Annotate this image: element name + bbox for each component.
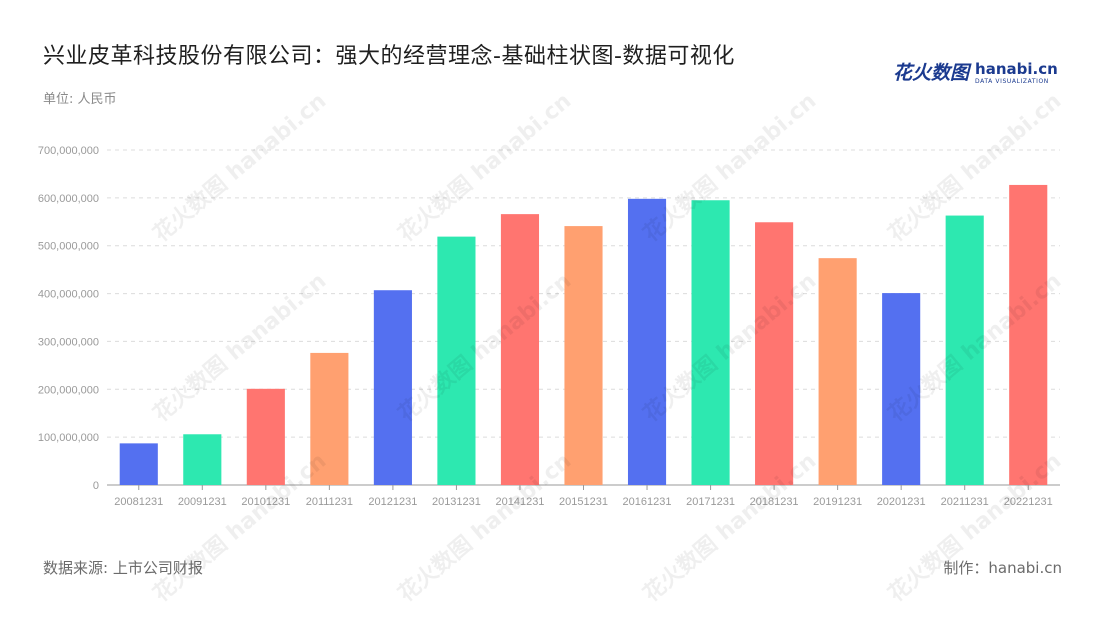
x-tick-label: 20141231 xyxy=(495,496,544,508)
logo-cn-text: 花火数图 xyxy=(893,62,970,84)
brand-logo: 花火数图 hanabi.cn DATA VISUALIZATION xyxy=(893,58,1058,85)
x-tick-label: 20151231 xyxy=(559,496,608,508)
logo-en-block: hanabi.cn DATA VISUALIZATION xyxy=(975,62,1058,85)
y-tick-label: 500,000,000 xyxy=(38,241,99,253)
chart-title: 兴业皮革科技股份有限公司：强大的经营理念-基础柱状图-数据可视化 xyxy=(43,44,735,69)
bar xyxy=(310,352,349,485)
bar xyxy=(882,293,921,485)
x-tick-label: 20111231 xyxy=(306,496,353,508)
bar xyxy=(119,443,158,485)
x-tick-label: 20101231 xyxy=(241,496,290,508)
bar xyxy=(818,258,857,485)
y-tick-label: 600,000,000 xyxy=(38,193,99,205)
x-tick-label: 20201231 xyxy=(877,496,926,508)
bar xyxy=(755,222,794,485)
x-tick-label: 20081231 xyxy=(114,496,163,508)
x-tick-label: 20171231 xyxy=(686,496,735,508)
y-tick-label: 400,000,000 xyxy=(38,289,99,301)
credit-label: 制作：hanabi.cn xyxy=(943,559,1062,577)
bar xyxy=(564,226,603,486)
y-tick-label: 200,000,000 xyxy=(38,384,99,396)
bar xyxy=(1009,184,1048,485)
y-tick-label: 0 xyxy=(93,480,99,492)
x-tick-label: 20211231 xyxy=(941,496,989,508)
x-tick-label: 20091231 xyxy=(178,496,227,508)
x-tick-label: 20181231 xyxy=(750,496,799,508)
logo-en-subtext: DATA VISUALIZATION xyxy=(975,78,1049,85)
bar xyxy=(945,215,984,486)
unit-label: 单位: 人民币 xyxy=(43,92,117,107)
bar xyxy=(500,214,540,485)
x-tick-label: 20221231 xyxy=(1004,496,1053,508)
bar xyxy=(627,198,667,486)
y-tick-label: 100,000,000 xyxy=(38,432,99,444)
x-tick-label: 20161231 xyxy=(623,496,672,508)
x-tick-label: 20131231 xyxy=(432,496,481,508)
bar xyxy=(373,290,412,485)
y-tick-label: 700,000,000 xyxy=(38,145,99,157)
y-tick-label: 300,000,000 xyxy=(38,336,99,348)
logo-en-text: hanabi.cn xyxy=(975,60,1058,78)
bar xyxy=(183,434,222,485)
bar xyxy=(437,236,476,485)
x-tick-label: 20121231 xyxy=(368,496,417,508)
bar xyxy=(246,388,285,485)
x-tick-label: 20191231 xyxy=(813,496,862,508)
bar xyxy=(691,200,730,485)
data-source-label: 数据来源: 上市公司财报 xyxy=(43,559,203,577)
